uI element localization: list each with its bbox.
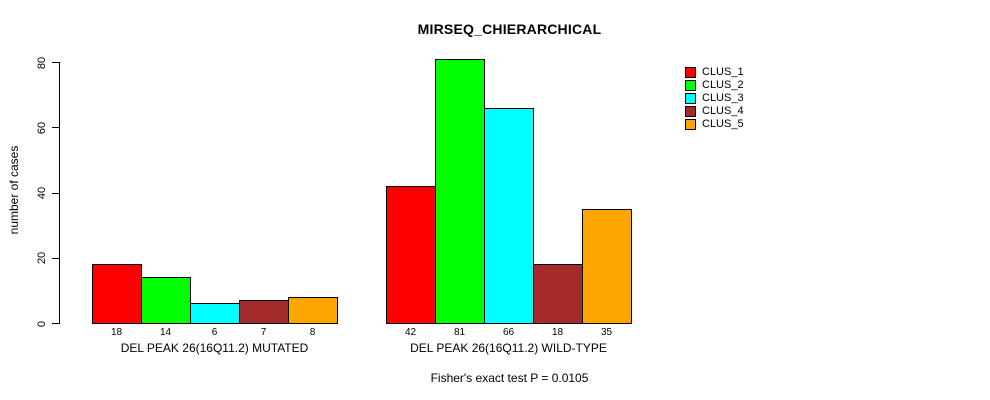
y-tick-label: 0 <box>36 320 48 327</box>
bar-clus_3-wild-type <box>484 107 534 324</box>
legend-swatch-clus_4 <box>685 106 696 117</box>
y-tick-label: 40 <box>36 186 48 200</box>
group-label: DEL PEAK 26(16Q11.2) WILD-TYPE <box>410 341 607 355</box>
y-tick-label: 80 <box>36 56 48 69</box>
bar-value-label: 7 <box>260 327 267 338</box>
bar-value-label: 35 <box>600 327 613 338</box>
bar-clus_1-mutated <box>92 264 142 324</box>
legend-swatch-clus_5 <box>685 119 696 130</box>
y-axis-tick <box>52 192 59 194</box>
y-axis-tick <box>52 62 59 64</box>
bar-clus_1-wild-type <box>386 186 436 324</box>
y-axis-tick <box>52 257 59 259</box>
bar-value-label: 81 <box>453 327 466 338</box>
y-tick-label: 60 <box>36 121 48 135</box>
y-axis-label: number of cases <box>7 145 21 235</box>
bar-value-label: 18 <box>551 327 564 338</box>
bar-clus_4-wild-type <box>533 264 583 324</box>
bar-value-label: 66 <box>502 327 515 338</box>
legend-swatch-clus_2 <box>685 80 696 91</box>
bar-value-label: 42 <box>404 327 417 338</box>
bar-clus_3-mutated <box>190 303 240 324</box>
bar-clus_5-mutated <box>288 296 338 324</box>
bar-clus_4-mutated <box>239 300 289 324</box>
group-label: DEL PEAK 26(16Q11.2) MUTATED <box>120 341 309 355</box>
legend-label-clus_4: CLUS_4 <box>702 105 744 117</box>
y-axis-line <box>59 62 60 324</box>
legend-label-clus_3: CLUS_3 <box>702 92 744 104</box>
bar-value-label: 6 <box>211 327 218 338</box>
bar-value-label: 18 <box>110 327 123 338</box>
legend-label-clus_1: CLUS_1 <box>702 66 744 78</box>
chart-title: MIRSEQ_CHIERARCHICAL <box>417 21 602 37</box>
legend-swatch-clus_3 <box>685 93 696 104</box>
bar-clus_2-wild-type <box>435 58 485 324</box>
bar-clus_5-wild-type <box>582 208 632 324</box>
legend-swatch-clus_1 <box>685 67 696 78</box>
bar-value-label: 14 <box>159 327 172 338</box>
fisher-test-note: Fisher's exact test P = 0.0105 <box>430 371 589 385</box>
legend-label-clus_2: CLUS_2 <box>702 79 744 91</box>
y-axis-tick <box>52 127 59 129</box>
y-axis-tick <box>52 323 59 324</box>
y-tick-label: 20 <box>36 252 48 265</box>
bar-clus_2-mutated <box>141 277 191 324</box>
bar-value-label: 8 <box>309 327 316 338</box>
legend-label-clus_5: CLUS_5 <box>702 118 744 130</box>
